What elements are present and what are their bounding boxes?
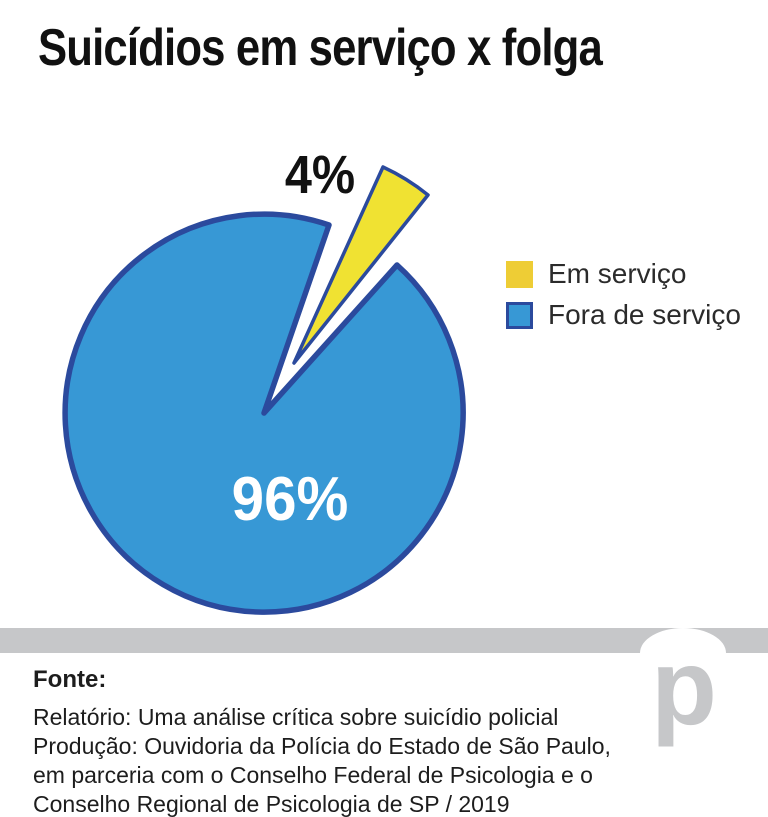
chart-title: Suicídios em serviço x folga bbox=[38, 19, 603, 77]
legend-item-em-servico: Em serviço bbox=[506, 258, 741, 290]
source-line: Conselho Regional de Psicologia de SP / … bbox=[33, 791, 510, 817]
source-line: Relatório: Uma análise crítica sobre sui… bbox=[33, 704, 559, 730]
pie-slice-em-servico bbox=[292, 165, 430, 365]
source-line: em parceria com o Conselho Federal de Ps… bbox=[33, 762, 593, 788]
pie-slice-fora-de-servico bbox=[62, 211, 466, 615]
source-line: Produção: Ouvidoria da Polícia do Estado… bbox=[33, 733, 611, 759]
legend: Em serviço Fora de serviço bbox=[506, 258, 741, 331]
pie-label-96-percent: 96% bbox=[231, 465, 349, 534]
legend-label: Fora de serviço bbox=[548, 299, 741, 330]
legend-swatch-blue bbox=[506, 301, 533, 329]
legend-item-fora-de-servico: Fora de serviço bbox=[506, 299, 741, 331]
pie-label-4-percent: 4% bbox=[284, 145, 356, 205]
source-block: Fonte: Relatório: Uma análise crítica so… bbox=[33, 666, 613, 817]
source-heading: Fonte: bbox=[33, 666, 107, 693]
legend-label: Em serviço bbox=[548, 258, 687, 289]
publisher-logo-p: p bbox=[651, 626, 717, 747]
legend-swatch-yellow bbox=[506, 260, 533, 288]
